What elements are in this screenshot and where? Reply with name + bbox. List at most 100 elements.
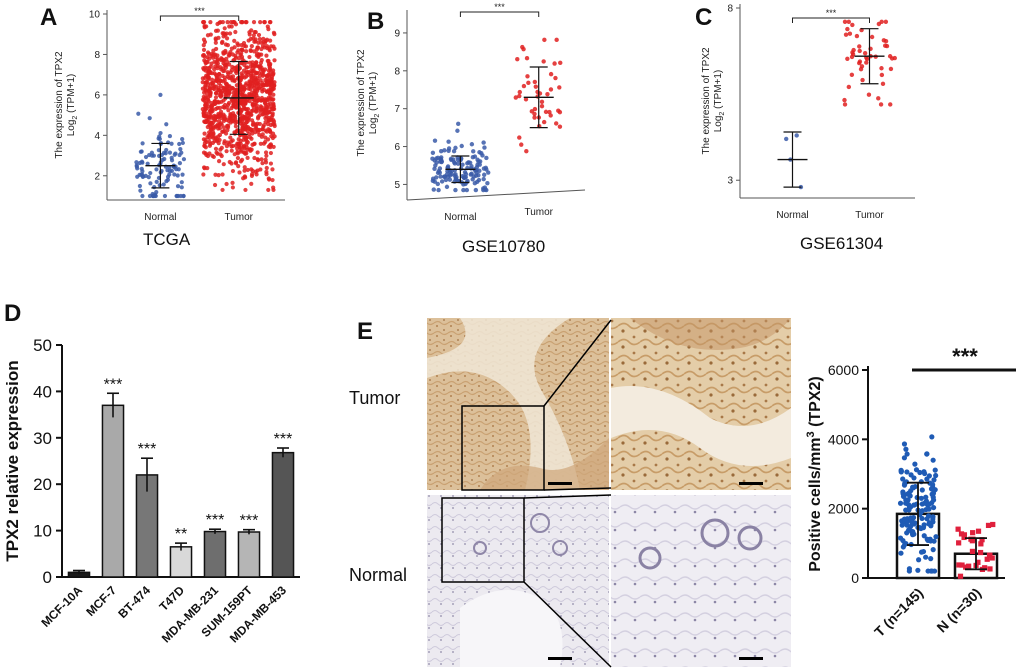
data-point-normal xyxy=(443,177,449,183)
data-point-tumor xyxy=(857,59,863,64)
data-point-tumor xyxy=(220,187,225,193)
data-point-normal xyxy=(464,187,470,193)
data-point-tumor xyxy=(532,79,538,85)
data-point-tumor xyxy=(919,515,925,522)
zoom-line-normal-top xyxy=(523,494,612,499)
data-point-normal xyxy=(482,145,487,150)
data-point-normal xyxy=(169,141,174,146)
y-tick-label: 3 xyxy=(727,176,733,187)
data-point-tumor xyxy=(244,49,249,54)
zoom-line-tumor-top xyxy=(543,319,612,407)
y-tick-label: 40 xyxy=(33,382,52,401)
panel-letter-c: C xyxy=(695,4,713,31)
data-point-normal xyxy=(955,526,961,532)
data-point-tumor xyxy=(243,44,249,49)
data-point-normal xyxy=(472,181,478,186)
data-point-tumor xyxy=(223,48,228,54)
data-point-tumor xyxy=(241,150,247,155)
data-point-normal xyxy=(164,122,169,127)
data-point-tumor xyxy=(254,109,259,114)
data-point-tumor xyxy=(214,60,219,65)
significance-label: *** xyxy=(952,344,978,369)
data-point-tumor xyxy=(216,75,221,80)
data-point-tumor xyxy=(918,525,924,532)
data-point-tumor xyxy=(917,469,923,476)
data-point-tumor xyxy=(900,476,906,482)
data-point-tumor xyxy=(247,60,252,65)
data-point-tumor xyxy=(201,67,207,72)
panel-letter-b: B xyxy=(367,8,385,35)
data-point-tumor xyxy=(241,86,247,91)
data-point-normal xyxy=(161,182,166,187)
data-point-tumor xyxy=(234,98,239,103)
data-point-tumor xyxy=(928,568,934,574)
data-point-normal xyxy=(435,155,441,161)
data-point-tumor xyxy=(230,138,235,143)
data-point-tumor xyxy=(200,76,205,81)
data-point-tumor xyxy=(204,118,209,123)
y-axis-label: The expression of TPX2 xyxy=(356,49,367,157)
data-point-tumor xyxy=(264,37,270,42)
data-point-tumor xyxy=(250,101,255,106)
x-category-label: Normal xyxy=(776,210,808,221)
data-point-tumor xyxy=(223,62,228,67)
data-point-tumor xyxy=(249,173,255,179)
data-point-tumor xyxy=(930,519,936,525)
data-point-normal xyxy=(178,146,183,152)
data-point-tumor xyxy=(222,75,228,80)
data-point-tumor xyxy=(267,48,272,53)
data-point-tumor xyxy=(558,60,563,66)
data-point-normal xyxy=(956,540,962,546)
data-point-normal xyxy=(138,188,143,193)
data-point-normal xyxy=(177,152,182,158)
data-point-tumor xyxy=(557,85,562,90)
data-point-tumor xyxy=(241,176,246,181)
data-point-tumor xyxy=(548,87,554,92)
y-tick-label: 2 xyxy=(94,171,100,182)
x-category-label: Tumor xyxy=(224,212,253,223)
data-point-normal xyxy=(154,179,159,184)
data-point-tumor xyxy=(842,19,848,24)
data-point-tumor xyxy=(901,441,908,447)
data-point-tumor xyxy=(521,83,527,89)
chart-a: 2 4 6 8 10 Normal Tumor *** The expression of TP… xyxy=(54,6,285,223)
data-point-tumor xyxy=(229,46,234,51)
data-point-tumor xyxy=(248,48,253,53)
data-point-tumor xyxy=(879,19,884,24)
data-point-normal xyxy=(180,172,185,177)
data-point-tumor xyxy=(230,78,235,83)
data-point-tumor xyxy=(238,138,243,143)
data-point-tumor xyxy=(212,67,217,72)
data-point-tumor xyxy=(222,26,227,31)
y-tick-label: 4000 xyxy=(828,431,859,447)
data-point-tumor xyxy=(930,547,936,553)
data-point-tumor xyxy=(923,494,929,500)
y-tick-label: 8 xyxy=(727,4,733,15)
data-point-normal xyxy=(165,174,171,179)
data-point-normal xyxy=(146,175,151,180)
data-point-tumor xyxy=(204,80,209,85)
data-point-tumor xyxy=(249,44,254,49)
x-category-label: MCF-7 xyxy=(83,583,119,619)
data-point-tumor xyxy=(850,50,855,55)
data-point-normal xyxy=(447,177,453,182)
data-point-tumor xyxy=(247,79,252,84)
data-point-tumor xyxy=(846,19,852,24)
data-point-tumor xyxy=(883,19,889,24)
data-point-tumor xyxy=(216,35,221,40)
caption-gse61304: GSE61304 xyxy=(800,234,884,253)
data-point-tumor xyxy=(268,150,274,156)
x-category-label: T (n=145) xyxy=(871,585,926,640)
data-point-tumor xyxy=(541,59,546,64)
panel-letter-d: D xyxy=(4,300,22,327)
data-point-tumor xyxy=(267,65,272,70)
data-point-tumor xyxy=(249,75,254,80)
data-point-tumor xyxy=(554,37,559,43)
data-point-normal xyxy=(137,160,142,166)
data-point-normal xyxy=(978,541,984,547)
data-point-tumor xyxy=(260,112,265,117)
data-point-normal xyxy=(446,139,451,144)
data-point-normal xyxy=(477,168,482,173)
data-point-tumor xyxy=(849,54,855,60)
